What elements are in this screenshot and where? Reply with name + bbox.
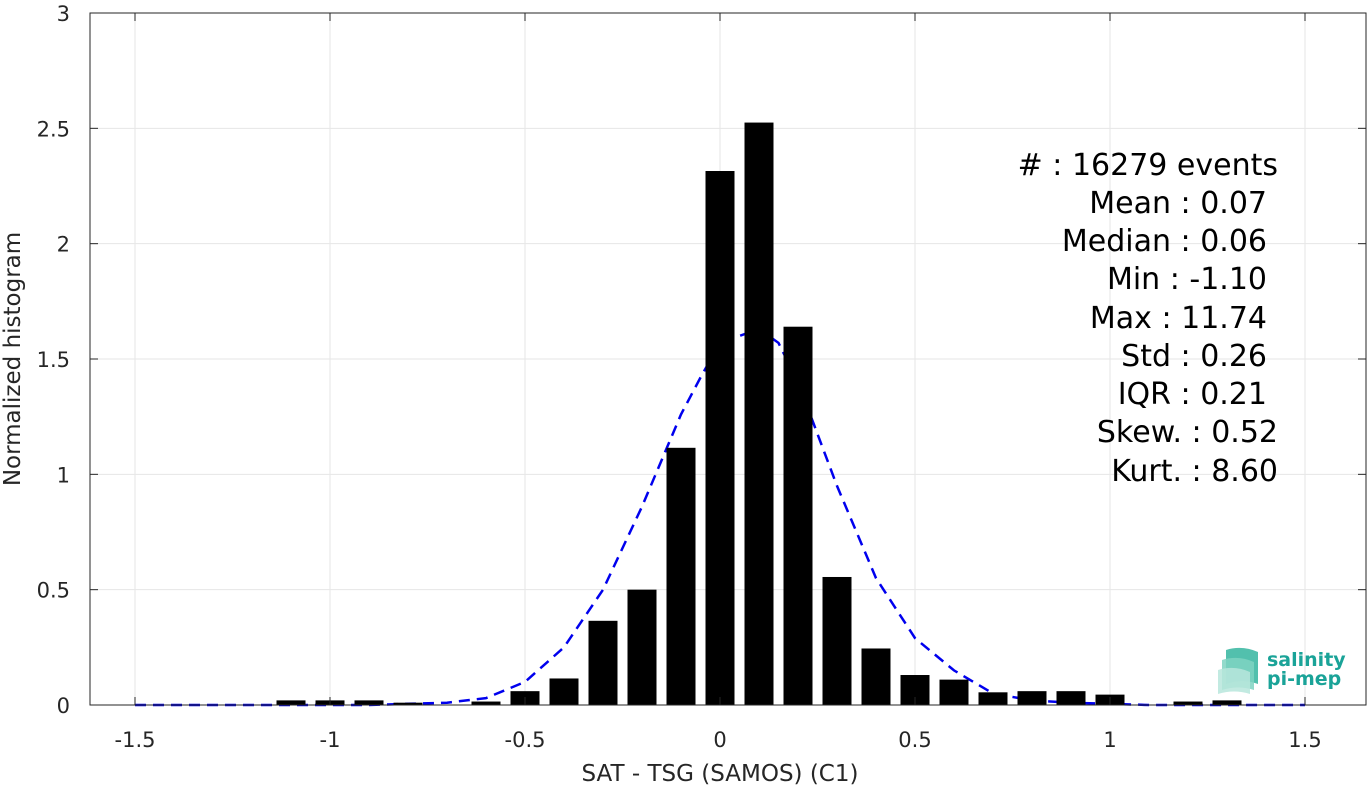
histogram-bar (1056, 691, 1086, 705)
histogram-bar (666, 447, 696, 705)
histogram-bar (276, 700, 306, 705)
logo-text-salinity: salinity (1267, 649, 1346, 671)
stat-mean: Mean : 0.07 (1089, 186, 1267, 221)
bars-layer (276, 122, 1242, 706)
histogram-bar (1173, 701, 1203, 705)
histogram-bar (1212, 700, 1242, 705)
x-tick-label: 0 (713, 728, 726, 752)
histogram-bar (588, 620, 618, 705)
stat-min: Min : -1.10 (1107, 262, 1267, 297)
stat-median: Median : 0.06 (1062, 224, 1267, 259)
histogram-bar (705, 171, 735, 706)
y-axis-label: Normalized histogram (0, 232, 26, 486)
x-tick-label: 1.5 (1288, 728, 1321, 752)
y-tick-label: 2 (57, 233, 70, 257)
y-tick-label: 0.5 (37, 579, 70, 603)
y-tick-label: 1.5 (37, 348, 70, 372)
logo-text-pimep: pi-mep (1267, 668, 1341, 690)
y-tick-label: 3 (57, 2, 70, 26)
y-tick-label: 0 (57, 694, 70, 718)
stat-events: # : 16279 events (1018, 148, 1278, 183)
histogram-bar (354, 700, 384, 705)
salinity-pimep-logo: salinity pi-mep (1218, 647, 1346, 694)
x-tick-label: -0.5 (505, 728, 546, 752)
histogram-bar (978, 692, 1008, 705)
x-tick-label: 1 (1103, 728, 1116, 752)
stat-std: Std : 0.26 (1121, 339, 1267, 374)
stat-iqr: IQR : 0.21 (1118, 377, 1267, 412)
histogram-bar (744, 122, 774, 706)
stat-max: Max : 11.74 (1090, 301, 1267, 336)
y-tick-label: 1 (57, 463, 70, 487)
stats-box: # : 16279 events Mean : 0.07 Median : 0.… (1018, 148, 1278, 489)
histogram-bar (939, 679, 969, 705)
histogram-bar (861, 648, 891, 705)
histogram-bar (549, 678, 579, 705)
ticks-layer: -1.5 -1 -0.5 0 0.5 1 1.5 0 0.5 1 1.5 2 2.5 3 (37, 2, 1366, 752)
x-tick-label: -1 (320, 728, 341, 752)
x-axis-label: SAT - TSG (SAMOS) (C1) (582, 761, 859, 785)
histogram-bar (627, 589, 657, 705)
histogram-bar (471, 701, 501, 705)
histogram-bar (783, 326, 813, 705)
x-tick-label: -1.5 (115, 728, 156, 752)
x-tick-label: 0.5 (898, 728, 931, 752)
waves-icon (1218, 647, 1258, 694)
histogram-bar (1017, 691, 1047, 705)
stat-skew: Skew. : 0.52 (1097, 415, 1278, 450)
histogram-bar (822, 576, 852, 705)
histogram-bar (393, 702, 423, 705)
y-tick-label: 2.5 (37, 117, 70, 141)
stat-kurt: Kurt. : 8.60 (1111, 454, 1278, 489)
